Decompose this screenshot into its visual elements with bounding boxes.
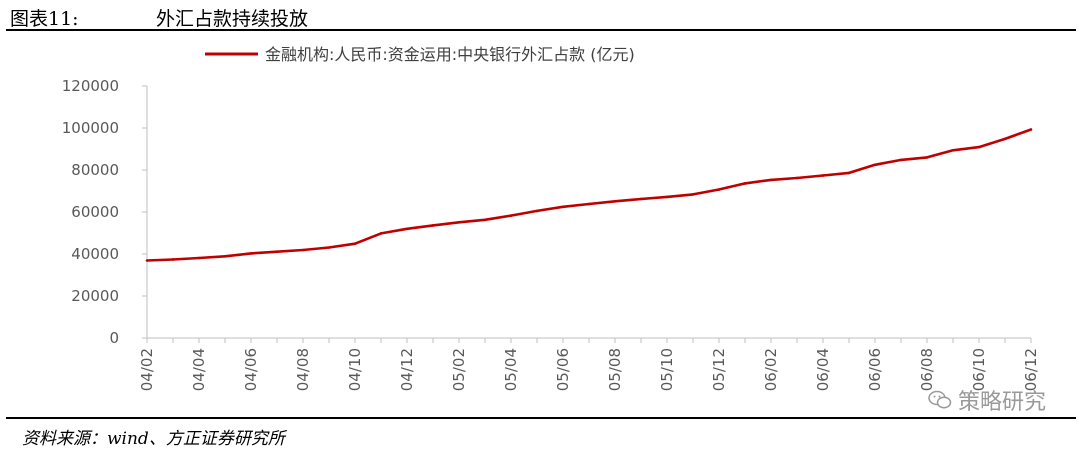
data-point [717,188,721,191]
figure-header: 图表11: 外汇占款持续投放 [0,0,1080,32]
data-point [535,209,539,213]
data-point [301,248,305,252]
data-point [1003,137,1007,141]
figure-number: 图表11: [10,8,79,30]
data-point [821,174,825,177]
data-point [275,250,279,253]
data-point [353,242,357,246]
x-tick-label: 04/10 [346,348,364,391]
wechat-icon [928,390,952,409]
data-point [795,176,799,180]
x-tick-label: 05/06 [554,348,572,391]
x-tick-label: 06/08 [918,348,936,391]
data-point [431,224,435,227]
data-point [665,195,669,199]
y-axis: 0 20000 40000 60000 80000 100000 120000 [62,77,148,347]
data-point [197,256,201,260]
x-tick-label: 04/08 [294,348,312,391]
data-point [613,199,617,203]
y-tick-label: 0 [109,329,119,347]
x-tick-label: 05/02 [450,348,468,391]
data-point [691,193,695,196]
series-line [146,128,1032,262]
y-tick-label: 100000 [62,119,119,137]
data-point [769,178,773,182]
data-point [223,255,227,258]
data-point [145,259,149,262]
data-point [1029,128,1033,131]
x-tick-label: 04/12 [398,348,416,391]
y-tick-label: 120000 [62,77,119,95]
x-tick-label: 05/04 [502,348,520,391]
x-tick-label: 06/04 [814,348,832,391]
data-point [587,202,591,206]
data-point [639,197,643,201]
x-tick-label: 04/04 [190,348,208,391]
data-point [509,214,513,217]
x-tick-label: 05/08 [606,348,624,391]
top-rule [6,29,1076,31]
line-chart: 金融机构:人民币:资金运用:中央银行外汇占款 (亿元) 0 20000 40000 6… [62,45,1040,391]
y-tick-label: 40000 [71,245,119,263]
data-point [561,205,565,209]
y-tick-label: 60000 [71,203,119,221]
legend: 金融机构:人民币:资金运用:中央银行外汇占款 (亿元) [205,45,635,64]
data-point [457,220,461,224]
x-tick-label: 04/06 [242,348,260,391]
source-note: 资料来源：wind、方正证券研究所 [22,429,285,449]
x-tick-label: 06/10 [970,348,988,391]
data-point [327,246,331,249]
x-tick-label: 06/02 [762,348,780,391]
data-point [899,158,903,162]
y-tick-label: 80000 [71,161,119,179]
data-point [925,156,929,159]
x-tick-label: 04/02 [138,348,156,391]
data-point [847,171,851,175]
x-tick-label: 06/06 [866,348,884,391]
bottom-rule [6,417,1076,419]
x-tick-label: 05/12 [710,348,728,391]
data-point [249,252,253,255]
data-point [977,145,981,149]
watermark-text: 策略研究 [957,390,1046,415]
figure-title: 外汇占款持续投放 [156,8,309,30]
plot-area [145,128,1033,262]
y-tick-label: 20000 [71,287,119,305]
data-point [171,258,175,261]
legend-label: 金融机构:人民币:资金运用:中央银行外汇占款 (亿元) [265,45,635,64]
data-point [873,163,877,167]
x-axis: 04/02 04/04 04/06 04/08 04/10 04/12 05/02 05/04… [138,337,1040,391]
data-point [379,232,383,235]
x-tick-label: 06/12 [1022,348,1040,391]
data-point [743,182,747,185]
data-point [483,218,487,222]
data-point [951,148,955,152]
watermark: 策略研究 [928,384,1046,416]
x-tick-label: 05/10 [658,348,676,391]
data-point [405,227,409,231]
